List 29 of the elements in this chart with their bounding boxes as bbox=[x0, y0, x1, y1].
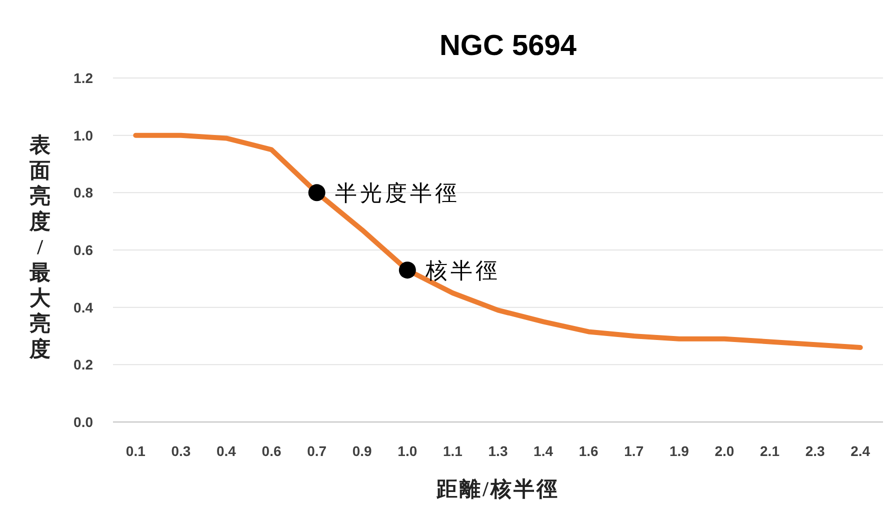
y-tick-label: 0.4 bbox=[74, 299, 94, 316]
x-tick-label: 1.1 bbox=[442, 443, 463, 459]
y-tick-label: 0.2 bbox=[74, 356, 94, 373]
x-tick-label: 0.1 bbox=[126, 443, 146, 459]
x-tick-label: 1.4 bbox=[534, 443, 554, 459]
x-tick-label: 2.0 bbox=[714, 443, 734, 459]
chart-title: NGC 5694 bbox=[439, 30, 577, 62]
annotation: 核半徑 bbox=[424, 258, 500, 284]
y-tick-label: 0.6 bbox=[74, 242, 94, 258]
ylabel: 表面亮度/最大亮度 bbox=[30, 133, 50, 361]
x-tick-label: 0.9 bbox=[352, 443, 372, 459]
x-tick-label: 0.4 bbox=[216, 443, 236, 459]
y-tick-label: 1.0 bbox=[74, 127, 94, 144]
annotation: 半光度半徑 bbox=[334, 180, 460, 206]
y-tick-label: 1.2 bbox=[74, 70, 94, 86]
x-tick-label: 0.3 bbox=[171, 443, 191, 459]
x-tick-label: 1.6 bbox=[578, 443, 599, 459]
x-tick-label: 0.6 bbox=[262, 443, 282, 459]
x-tick-label: 1.7 bbox=[624, 443, 644, 459]
x-axis-title: 距離/核半徑 bbox=[436, 477, 560, 501]
y-tick-label: 0.8 bbox=[74, 184, 94, 201]
x-tick-label: 1.0 bbox=[398, 443, 418, 459]
x-tick-label: 2.4 bbox=[850, 443, 870, 459]
x-tick-label: 1.3 bbox=[488, 443, 508, 459]
x-tick-label: 2.3 bbox=[805, 443, 825, 459]
y-tick-label: 0.0 bbox=[74, 414, 94, 430]
x-tick-label: 2.1 bbox=[760, 443, 780, 459]
x-tick-label: 1.9 bbox=[669, 443, 690, 459]
x-tick-label: 0.7 bbox=[307, 443, 327, 459]
